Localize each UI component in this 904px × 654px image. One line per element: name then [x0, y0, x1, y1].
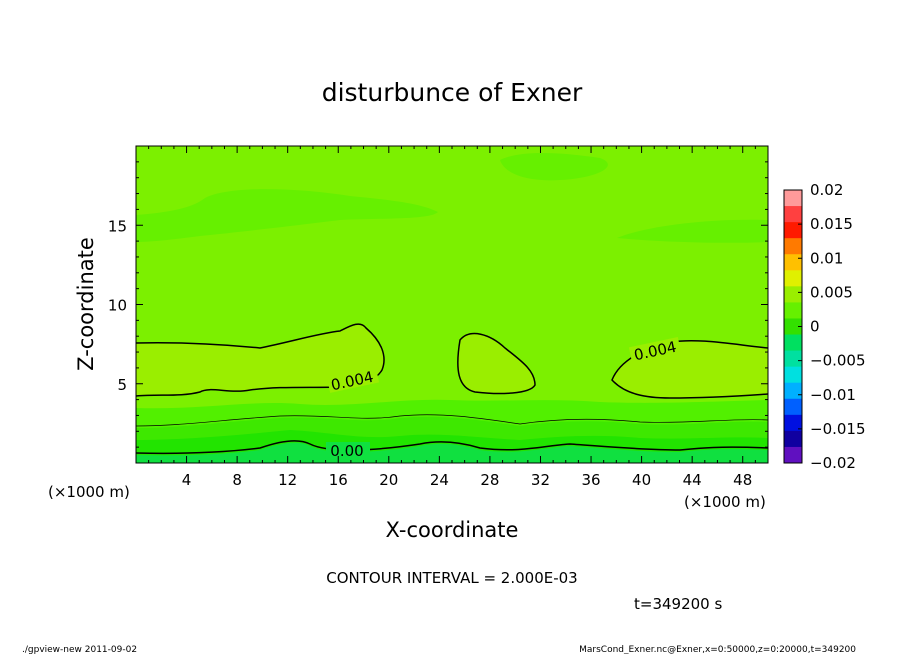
contour-surface [135, 440, 769, 455]
contour-lines [135, 323, 769, 455]
anomaly-center [457, 333, 535, 394]
colorbar-swatch [784, 270, 802, 287]
colorbar-swatch [784, 334, 802, 352]
colorbar-label: 0 [810, 318, 820, 336]
upper-band-left [136, 189, 438, 242]
colorbar-swatch [784, 238, 802, 255]
y-tick-label: 5 [117, 376, 127, 394]
colorbar-swatch [784, 206, 802, 223]
x-axis: 4 8 12 16 20 24 28 32 36 40 44 48 [148, 146, 756, 489]
x-tick-label: 48 [733, 471, 752, 489]
contour-label-3: 0.00 [330, 442, 363, 460]
colorbar-swatch [784, 350, 802, 368]
chart-title: disturbunce of Exner [322, 78, 583, 107]
time-label: t=349200 s [634, 595, 722, 613]
x-tick-label: 28 [480, 471, 499, 489]
anomaly-left [136, 324, 385, 396]
footer-left: ./gpview-new 2011-09-02 [22, 645, 137, 654]
upper-band-right [617, 219, 768, 243]
upper-band-top [500, 153, 608, 181]
colorbar-swatch [784, 366, 802, 384]
x-unit-right: (×1000 m) [684, 493, 766, 511]
contour-interval: CONTOUR INTERVAL = 2.000E-03 [326, 569, 577, 587]
x-tick-label: 32 [531, 471, 550, 489]
colorbar-label: 0.02 [810, 181, 843, 199]
colorbar-swatch [784, 382, 802, 400]
colorbar-label: −0.015 [810, 420, 866, 438]
colorbar-swatch [784, 302, 802, 319]
colorbar-swatch [784, 190, 802, 207]
colorbar-swatch [784, 398, 802, 416]
y-tick-label: 15 [108, 217, 127, 235]
x-tick-label: 16 [329, 471, 348, 489]
y-tick-label: 10 [108, 297, 127, 315]
x-tick-label: 12 [278, 471, 297, 489]
colorbar-swatch [784, 222, 802, 239]
colorbar: 0.02 0.015 0.01 0.005 0 −0.005 −0.01 −0.015 −0.0… [783, 181, 866, 472]
x-tick-label: 24 [430, 471, 449, 489]
colorbar-label: −0.005 [810, 352, 866, 370]
colorbar-swatch [784, 430, 802, 448]
footer-right: MarsCond_Exner.nc@Exner,x=0:50000,z=0:20… [579, 645, 856, 654]
colorbar-swatch [784, 446, 802, 464]
colorbar-swatch [784, 414, 802, 432]
x-tick-label: 36 [581, 471, 600, 489]
x-tick-label: 8 [232, 471, 242, 489]
y-axis: 5 10 15 [108, 161, 768, 448]
colorbar-label: −0.01 [810, 386, 856, 404]
contour-center [457, 332, 536, 395]
contour-right [611, 339, 769, 399]
x-unit-left: (×1000 m) [48, 483, 130, 501]
thin-contours [135, 414, 769, 427]
x-tick-label: 44 [683, 471, 702, 489]
colorbar-swatch [784, 318, 802, 336]
contour-left [135, 323, 385, 397]
colorbar-label: 0.005 [810, 283, 853, 301]
colorbar-label: −0.02 [810, 454, 856, 472]
x-axis-label: X-coordinate [386, 518, 519, 542]
plot-area: 0.004 0.004 0.00 [135, 145, 769, 464]
x-tick-label: 40 [632, 471, 651, 489]
x-tick-label: 4 [182, 471, 192, 489]
surface-layer [136, 442, 768, 463]
colorbar-label: 0.01 [810, 249, 843, 267]
colorbar-swatch [784, 254, 802, 271]
colorbar-swatch [784, 286, 802, 303]
y-axis-label: Z-coordinate [74, 237, 98, 371]
colorbar-label: 0.015 [810, 215, 853, 233]
x-tick-label: 20 [379, 471, 398, 489]
